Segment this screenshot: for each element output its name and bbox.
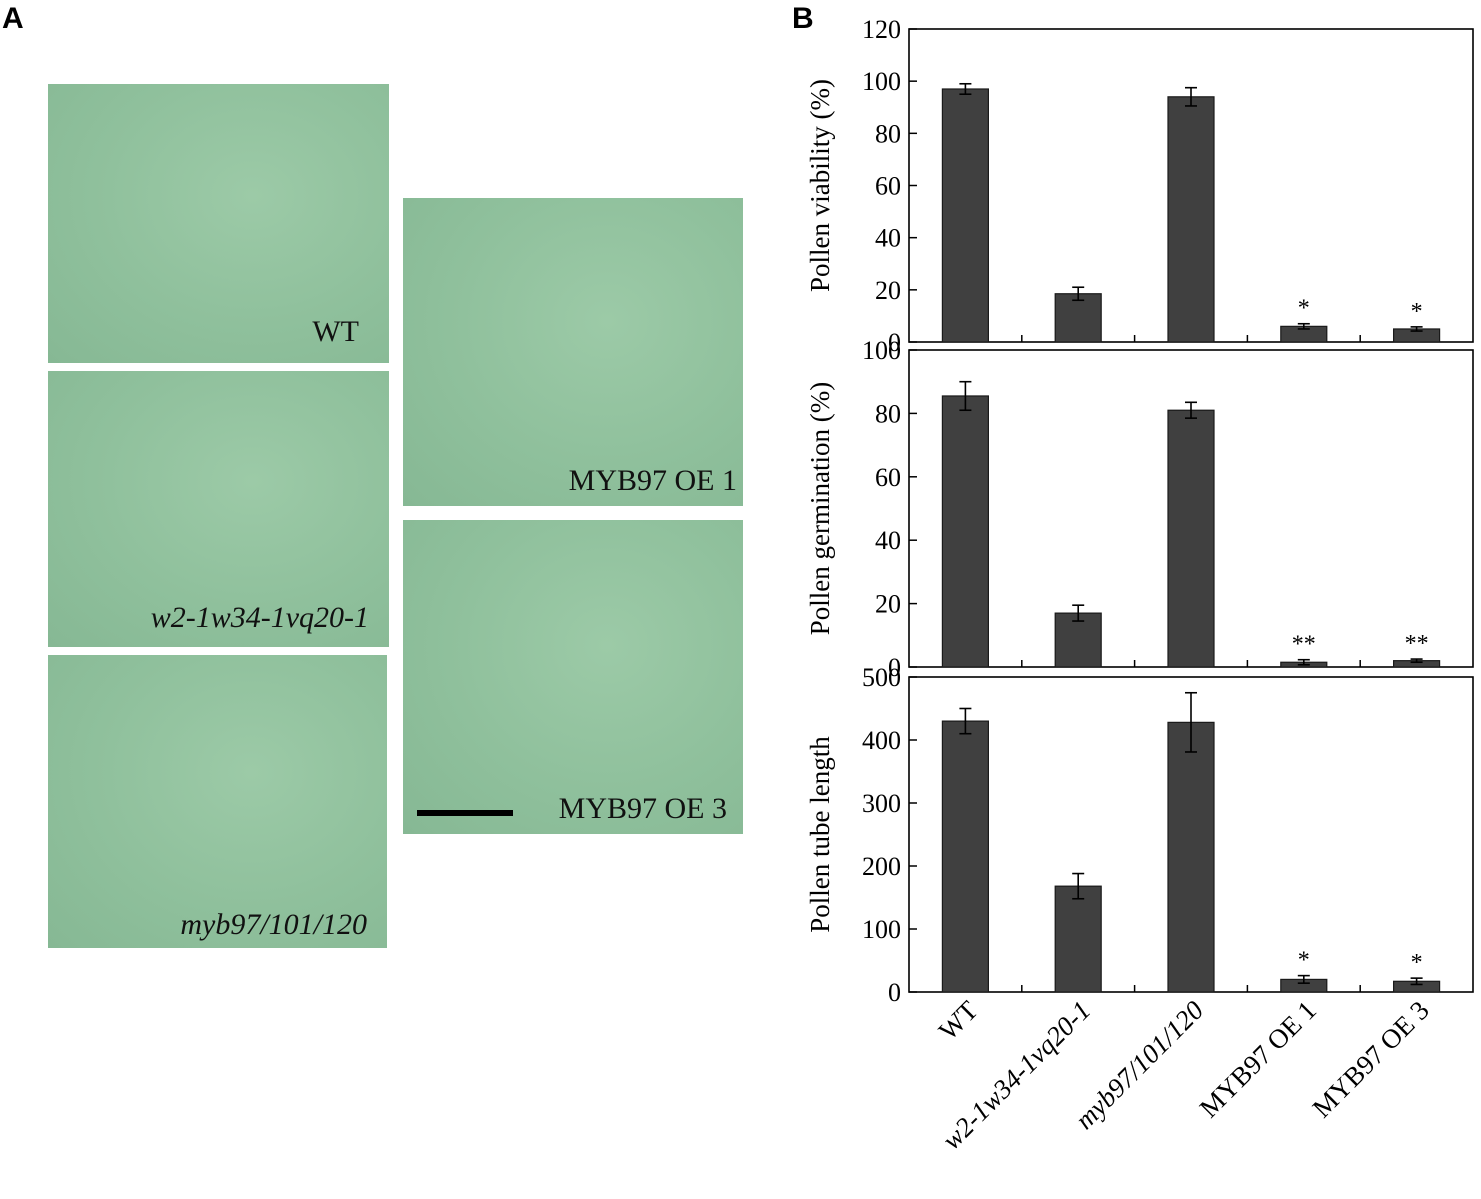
y-tick-label: 100 [862, 336, 901, 365]
y-tick-label: 0 [888, 653, 901, 682]
micrograph-label-myb97-oe-3: MYB97 OE 3 [558, 792, 727, 825]
x-tick-label: MYB97 OE 3 [1306, 995, 1434, 1123]
bar [1054, 293, 1102, 343]
micrograph-w2-1w34-1vq20-1: w2-1w34-1vq20-1 [48, 371, 389, 647]
bar [1167, 409, 1215, 668]
y-tick-label: 0 [888, 328, 901, 357]
x-tick-label: WT [933, 995, 984, 1046]
y-tick-label: 100 [862, 67, 901, 96]
micrograph-label-myb97-101-120: myb97/101/120 [180, 908, 367, 941]
micrograph-label-wt: WT [312, 315, 359, 348]
bar [941, 720, 990, 993]
y-tick-label: 120 [862, 15, 901, 44]
bar [1054, 612, 1102, 668]
micrograph-wt: WT [48, 84, 389, 363]
x-tick-label: MYB97 OE 1 [1194, 995, 1322, 1123]
significance-mark: ** [1292, 632, 1316, 658]
bar [941, 395, 990, 668]
y-tick-label: 60 [875, 463, 901, 492]
significance-mark: * [1411, 950, 1423, 976]
micrograph-myb97-101-120: myb97/101/120 [48, 655, 387, 948]
significance-mark: * [1411, 299, 1423, 325]
y-tick-label: 40 [875, 526, 901, 555]
micrograph-label-myb97-oe-1: MYB97 OE 1 [568, 464, 737, 497]
y-tick-label: 20 [875, 276, 901, 305]
significance-mark: ** [1405, 631, 1429, 657]
y-tick-label: 500 [862, 663, 901, 692]
micrograph-myb97-oe-3: MYB97 OE 3 [403, 520, 743, 834]
micrograph-label-w2-1w34-1vq20-1: w2-1w34-1vq20-1 [150, 601, 369, 634]
y-tick-label: 100 [862, 915, 901, 944]
scale-bar [417, 810, 513, 816]
bar [941, 88, 990, 343]
significance-mark: * [1298, 296, 1310, 322]
micrograph-myb97-oe-1: MYB97 OE 1 [403, 198, 743, 506]
bar [1167, 96, 1215, 343]
y-tick-label: 0 [888, 978, 901, 1007]
panel-b-letter: B [792, 2, 814, 35]
y-tick-label: 300 [862, 789, 901, 818]
y-axis-label: Pollen tube length [805, 736, 835, 933]
y-axis-label: Pollen viability (%) [805, 79, 835, 292]
y-tick-label: 200 [862, 852, 901, 881]
y-tick-label: 400 [862, 726, 901, 755]
bar [1167, 721, 1215, 993]
bar [1054, 885, 1102, 993]
y-tick-label: 20 [875, 590, 901, 619]
panel-a-letter: A [2, 2, 24, 35]
y-tick-label: 60 [875, 172, 901, 201]
y-tick-label: 80 [875, 399, 901, 428]
y-tick-label: 40 [875, 224, 901, 253]
y-axis-label: Pollen germination (%) [805, 382, 835, 635]
y-tick-label: 80 [875, 119, 901, 148]
significance-mark: * [1298, 948, 1310, 974]
